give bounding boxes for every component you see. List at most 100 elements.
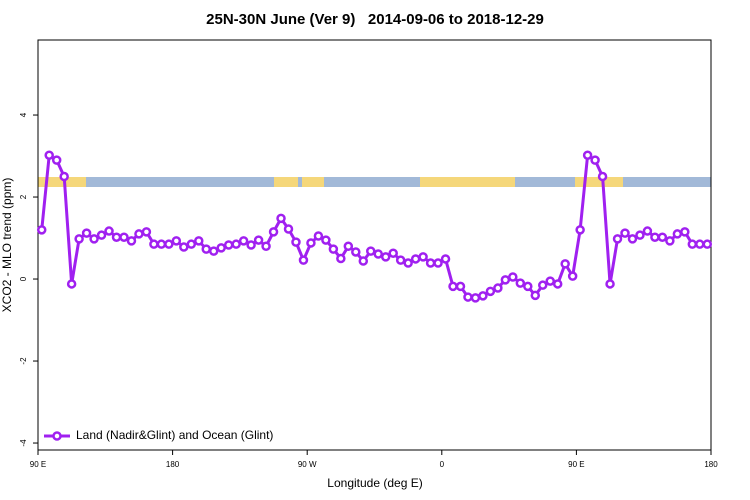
data-point — [216, 243, 226, 253]
data-point — [612, 234, 623, 244]
data-point — [231, 239, 241, 249]
data-point — [500, 275, 511, 285]
data-point — [680, 227, 690, 237]
data-point — [81, 228, 92, 238]
data-point — [171, 236, 182, 246]
data-point — [208, 246, 219, 256]
data-point — [246, 240, 256, 250]
data-point — [51, 155, 62, 165]
data-point — [567, 271, 578, 281]
chart-title: 25N-30N June (Ver 9) 2014-09-06 to 2018-… — [206, 11, 544, 28]
x-tick-label: 180 — [166, 460, 180, 469]
data-point — [268, 227, 279, 237]
data-point — [149, 239, 159, 249]
legend-marker — [52, 431, 62, 441]
data-point — [291, 237, 301, 247]
data-point — [590, 155, 600, 165]
data-point — [635, 230, 645, 240]
data-point — [119, 232, 129, 242]
data-point — [373, 249, 383, 259]
data-point — [44, 150, 54, 160]
data-point — [440, 254, 451, 264]
data-point — [104, 226, 114, 236]
data-point — [485, 286, 496, 297]
data-point — [418, 252, 428, 262]
data-point — [343, 241, 354, 251]
legend-label: Land (Nadir&Glint) and Ocean (Glint) — [76, 428, 273, 442]
x-tick-label: 90 W — [298, 460, 317, 469]
plot-frame — [37, 39, 712, 451]
data-point — [672, 229, 683, 239]
data-point — [560, 259, 570, 269]
data-point — [657, 232, 668, 242]
data-point — [582, 150, 593, 160]
data-point — [620, 228, 630, 238]
data-point — [126, 236, 137, 246]
data-point — [687, 239, 698, 249]
x-tick-label: 90 E — [30, 460, 46, 469]
y-tick-label: -2 — [19, 357, 28, 365]
x-tick-label: 90 E — [568, 460, 584, 469]
data-point — [515, 278, 526, 288]
data-point — [530, 290, 541, 301]
data-point — [328, 244, 339, 254]
data-point — [179, 242, 189, 252]
data-point — [538, 280, 548, 290]
land-band — [575, 177, 623, 187]
data-point — [493, 283, 503, 293]
data-point — [36, 225, 47, 235]
data-point — [223, 240, 234, 250]
x-tick-label: 0 — [440, 460, 445, 469]
data-point — [470, 293, 481, 303]
data-point — [388, 248, 398, 258]
land-band — [420, 177, 515, 187]
x-tick-label: 180 — [704, 460, 718, 469]
data-point — [545, 276, 555, 286]
data-point — [336, 253, 346, 264]
data-point — [321, 235, 331, 245]
data-point — [313, 231, 324, 241]
data-point — [627, 234, 638, 244]
y-axis-label: XCO2 - MLO trend (ppm) — [0, 178, 14, 313]
data-point — [351, 247, 361, 257]
series-line — [40, 152, 708, 300]
y-tick-label: 4 — [19, 112, 28, 117]
data-point — [164, 239, 174, 249]
land-band — [302, 177, 324, 187]
data-point — [433, 258, 443, 268]
data-point — [253, 235, 264, 245]
x-axis-label: Longitude (deg E) — [327, 476, 422, 490]
data-point — [410, 254, 421, 264]
data-point — [156, 239, 167, 249]
data-point — [276, 213, 286, 224]
data-point — [66, 279, 77, 289]
data-point — [366, 246, 376, 256]
data-point — [508, 272, 518, 282]
data-point — [448, 281, 458, 292]
data-point — [298, 255, 309, 265]
data-point — [201, 244, 211, 254]
data-point — [478, 291, 488, 301]
data-point — [597, 171, 608, 182]
data-point — [283, 224, 294, 234]
data-point — [380, 252, 391, 262]
data-point — [74, 234, 84, 244]
data-point — [194, 236, 204, 246]
data-point — [59, 171, 69, 182]
y-tick-label: 0 — [19, 276, 28, 281]
data-point — [89, 234, 99, 244]
data-point — [575, 225, 585, 235]
y-tick-label: -4 — [19, 439, 28, 447]
data-point — [650, 232, 660, 242]
data-point — [238, 236, 249, 246]
data-point — [306, 238, 316, 248]
data-point — [455, 281, 466, 292]
data-point — [665, 236, 675, 246]
data-point — [261, 241, 271, 251]
data-point — [523, 281, 533, 292]
data-point — [552, 279, 563, 289]
surface-band — [38, 177, 711, 187]
data-point — [134, 229, 144, 239]
data-point — [642, 226, 653, 236]
